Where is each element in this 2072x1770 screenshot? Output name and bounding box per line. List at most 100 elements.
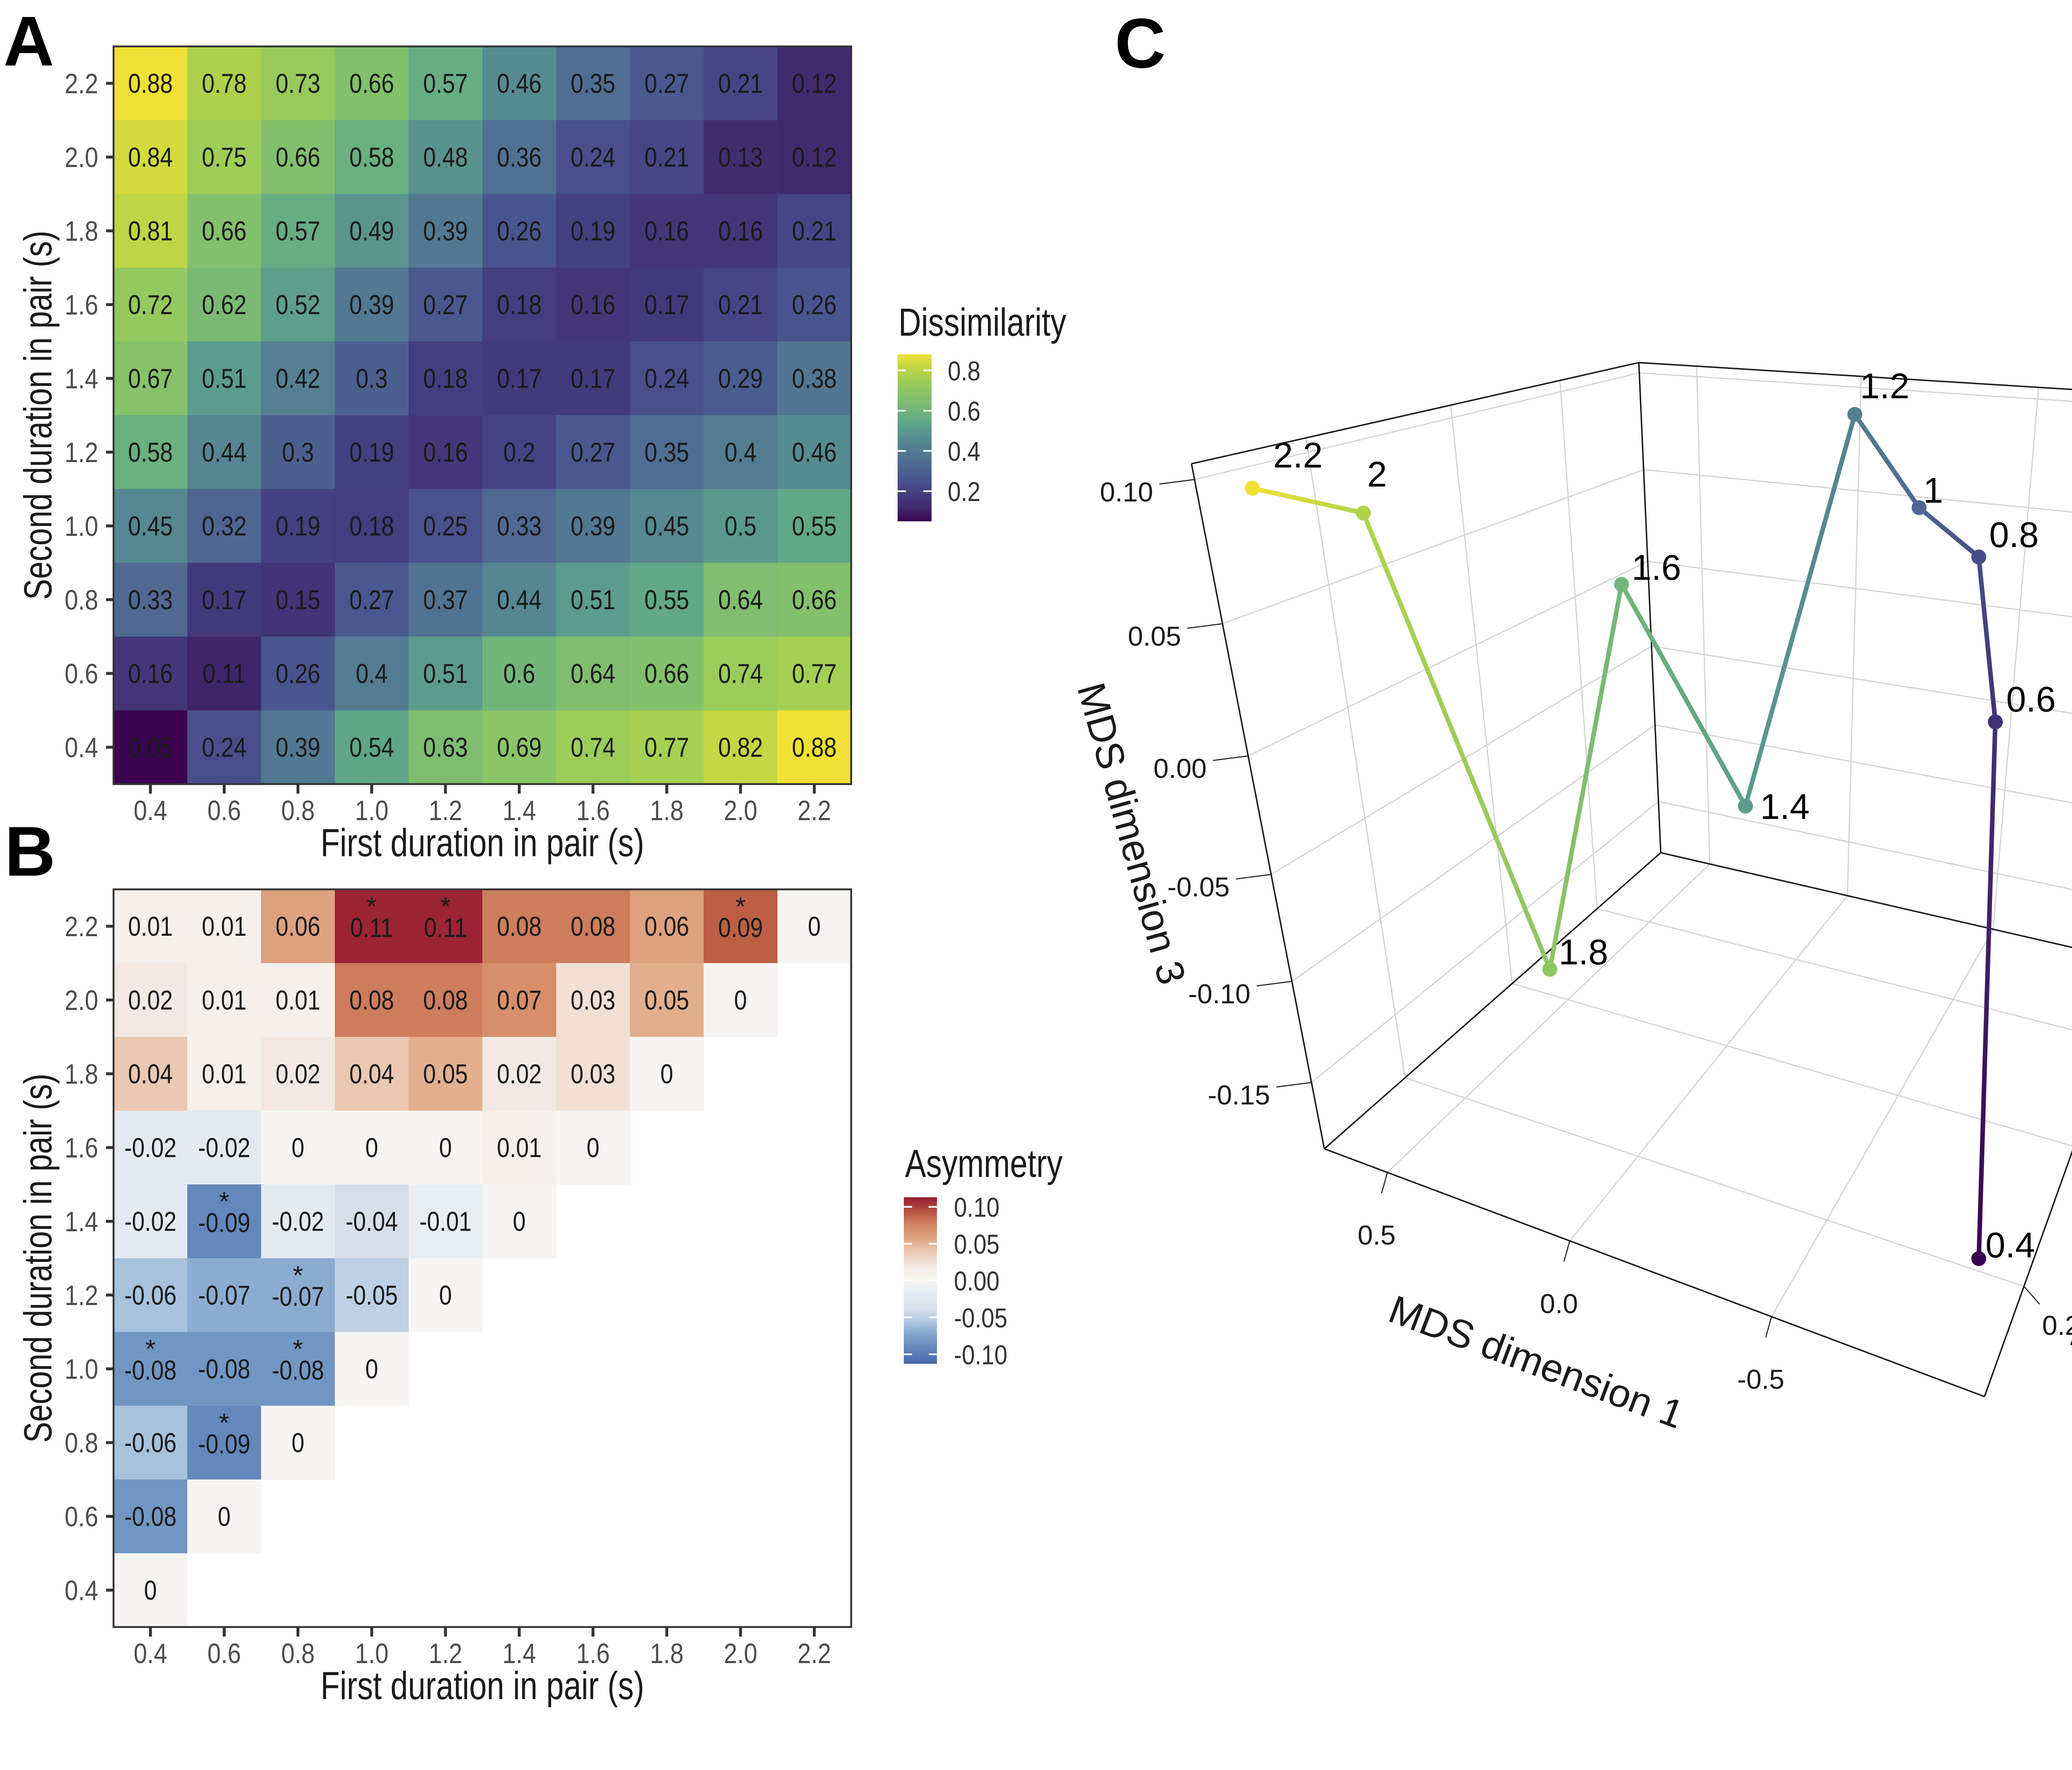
svg-text:0.27: 0.27 xyxy=(644,68,689,99)
svg-text:0.35: 0.35 xyxy=(571,68,615,99)
svg-text:0.39: 0.39 xyxy=(423,215,468,246)
svg-text:0: 0 xyxy=(366,1354,378,1384)
svg-text:0.06: 0.06 xyxy=(276,911,320,942)
svg-text:0.33: 0.33 xyxy=(128,584,173,615)
svg-text:0.75: 0.75 xyxy=(202,142,247,172)
svg-text:0.67: 0.67 xyxy=(128,363,173,394)
svg-text:0.58: 0.58 xyxy=(349,142,394,172)
svg-text:Second duration in pair (s): Second duration in pair (s) xyxy=(16,1074,60,1443)
svg-text:0.4: 0.4 xyxy=(134,1638,167,1669)
svg-text:2: 2 xyxy=(1367,455,1387,494)
svg-text:0.39: 0.39 xyxy=(349,289,394,320)
svg-text:0.2: 0.2 xyxy=(948,476,980,507)
svg-text:0.38: 0.38 xyxy=(792,363,837,394)
svg-text:0.16: 0.16 xyxy=(718,215,763,246)
svg-text:-0.10: -0.10 xyxy=(954,1339,1007,1370)
svg-text:0.26: 0.26 xyxy=(276,658,320,689)
svg-text:0.6: 0.6 xyxy=(2006,680,2056,719)
svg-text:0.4: 0.4 xyxy=(948,436,980,467)
svg-text:0.10: 0.10 xyxy=(1100,477,1153,507)
svg-text:2.0: 2.0 xyxy=(65,142,98,173)
svg-text:1.4: 1.4 xyxy=(503,1638,536,1669)
svg-text:0.01: 0.01 xyxy=(202,1058,247,1089)
svg-text:2.0: 2.0 xyxy=(724,1638,758,1669)
svg-text:Second duration in pair (s): Second duration in pair (s) xyxy=(16,231,60,600)
svg-text:0.39: 0.39 xyxy=(276,732,320,763)
svg-text:Dissimilarity: Dissimilarity xyxy=(898,300,1066,344)
svg-text:0.69: 0.69 xyxy=(497,732,542,763)
svg-text:1.0: 1.0 xyxy=(355,795,389,826)
svg-text:1.2: 1.2 xyxy=(1860,366,1910,406)
svg-text:1.2: 1.2 xyxy=(65,437,98,468)
svg-text:0.01: 0.01 xyxy=(202,911,247,942)
svg-text:0.18: 0.18 xyxy=(423,363,468,394)
svg-text:0.02: 0.02 xyxy=(128,985,173,1015)
svg-text:-0.05: -0.05 xyxy=(346,1280,398,1310)
svg-text:1.2: 1.2 xyxy=(65,1280,98,1311)
svg-text:0.03: 0.03 xyxy=(571,985,615,1015)
svg-text:0.21: 0.21 xyxy=(644,142,689,172)
svg-text:*: * xyxy=(367,891,377,921)
svg-text:*: * xyxy=(441,891,451,921)
svg-text:1.8: 1.8 xyxy=(650,1638,684,1669)
svg-text:0.44: 0.44 xyxy=(497,584,542,615)
svg-text:1.4: 1.4 xyxy=(65,1206,98,1237)
svg-text:0.17: 0.17 xyxy=(644,289,689,320)
svg-text:0.29: 0.29 xyxy=(718,363,763,394)
svg-text:0.66: 0.66 xyxy=(349,68,394,99)
svg-text:0.82: 0.82 xyxy=(718,732,763,763)
svg-text:0.05: 0.05 xyxy=(644,985,689,1015)
svg-text:0.24: 0.24 xyxy=(644,363,689,394)
svg-text:-0.5: -0.5 xyxy=(1737,1364,1784,1395)
svg-text:0.15: 0.15 xyxy=(276,584,320,615)
svg-text:0.37: 0.37 xyxy=(423,584,468,615)
svg-text:-0.06: -0.06 xyxy=(124,1280,177,1310)
svg-text:0.73: 0.73 xyxy=(276,68,320,99)
svg-text:C: C xyxy=(1115,4,1166,83)
svg-text:0.17: 0.17 xyxy=(497,363,542,394)
svg-text:0: 0 xyxy=(661,1058,673,1089)
svg-text:A: A xyxy=(3,2,54,81)
svg-text:-0.07: -0.07 xyxy=(272,1281,324,1312)
svg-text:1.0: 1.0 xyxy=(65,1354,98,1385)
svg-text:0.12: 0.12 xyxy=(792,68,837,99)
svg-text:-0.09: -0.09 xyxy=(198,1429,250,1459)
svg-text:0.00: 0.00 xyxy=(954,1266,1000,1296)
svg-text:0.8: 0.8 xyxy=(65,1427,98,1459)
svg-text:0.08: 0.08 xyxy=(571,911,615,942)
svg-text:*: * xyxy=(293,1260,303,1290)
svg-text:0.16: 0.16 xyxy=(644,215,689,246)
svg-text:0.6: 0.6 xyxy=(65,1501,98,1533)
svg-text:0.88: 0.88 xyxy=(128,68,173,99)
svg-text:-0.07: -0.07 xyxy=(198,1280,250,1310)
svg-text:-0.10: -0.10 xyxy=(1188,978,1250,1009)
svg-text:0.17: 0.17 xyxy=(202,584,247,615)
svg-text:0.45: 0.45 xyxy=(644,511,689,541)
svg-text:0.03: 0.03 xyxy=(571,1058,615,1089)
svg-text:-0.05: -0.05 xyxy=(954,1303,1007,1333)
svg-text:0.06: 0.06 xyxy=(644,911,689,942)
svg-text:0: 0 xyxy=(808,911,821,942)
svg-text:0.72: 0.72 xyxy=(128,289,173,320)
svg-text:-0.08: -0.08 xyxy=(124,1355,177,1385)
svg-text:0.02: 0.02 xyxy=(276,1058,320,1089)
svg-text:-0.06: -0.06 xyxy=(124,1427,177,1458)
svg-text:First duration in pair (s): First duration in pair (s) xyxy=(321,821,644,865)
svg-text:0.55: 0.55 xyxy=(792,511,837,541)
svg-text:2.0: 2.0 xyxy=(724,795,758,826)
svg-text:1.4: 1.4 xyxy=(1760,787,1810,827)
svg-text:0.35: 0.35 xyxy=(644,437,689,467)
svg-text:0.25: 0.25 xyxy=(423,511,468,541)
svg-text:2.2: 2.2 xyxy=(798,1638,831,1669)
svg-text:1.0: 1.0 xyxy=(65,511,98,542)
svg-text:0.52: 0.52 xyxy=(276,289,320,320)
svg-text:0.2: 0.2 xyxy=(503,437,535,467)
svg-text:0.74: 0.74 xyxy=(718,658,763,689)
svg-text:0.04: 0.04 xyxy=(349,1058,394,1089)
svg-text:0.49: 0.49 xyxy=(349,215,394,246)
svg-text:0.4: 0.4 xyxy=(134,795,167,826)
svg-text:-0.09: -0.09 xyxy=(198,1207,250,1238)
svg-text:0.09: 0.09 xyxy=(718,912,763,943)
svg-text:0.32: 0.32 xyxy=(202,511,247,541)
svg-text:0.18: 0.18 xyxy=(349,511,394,541)
